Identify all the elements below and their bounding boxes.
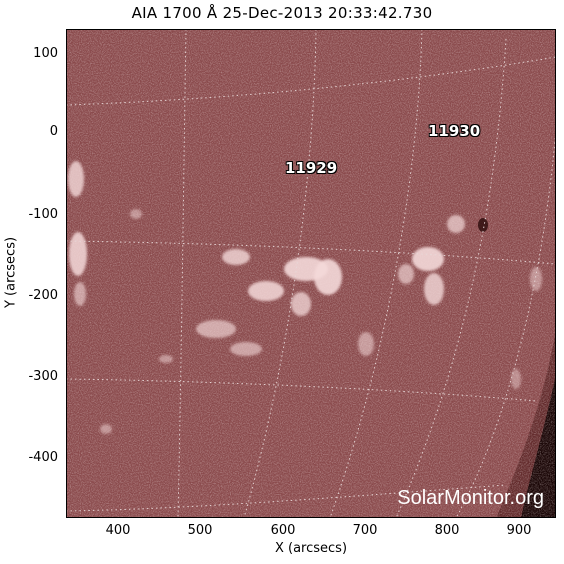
y-tick-label: 100	[33, 46, 58, 61]
plage-regions	[68, 161, 542, 434]
active-region-label: 11929	[285, 159, 338, 177]
x-tick-label: 900	[506, 523, 532, 538]
x-tick-label: 400	[105, 523, 131, 538]
x-tick-label: 600	[270, 523, 296, 538]
sunspot	[478, 218, 488, 232]
y-axis-label: Y (arcsecs)	[3, 236, 19, 309]
x-axis-label: X (arcsecs)	[274, 541, 348, 556]
image-title: AIA 1700 Å 25-Dec-2013 20:33:42.730	[131, 4, 433, 22]
solar-disk-image	[66, 29, 556, 518]
solar-image	[66, 29, 556, 518]
y-tick-label: 0	[49, 124, 58, 139]
y-tick-label: -100	[28, 207, 58, 222]
x-tick-label: 500	[187, 523, 213, 538]
coordinate-grid	[66, 29, 556, 518]
active-region-label: 11930	[428, 122, 481, 140]
x-tick-label: 800	[434, 523, 460, 538]
y-tick-label: -400	[28, 450, 58, 465]
y-tick-label: -200	[28, 288, 58, 303]
x-tick-label: 700	[352, 523, 378, 538]
watermark: SolarMonitor.org	[397, 487, 544, 509]
y-tick-label: -300	[28, 369, 58, 384]
